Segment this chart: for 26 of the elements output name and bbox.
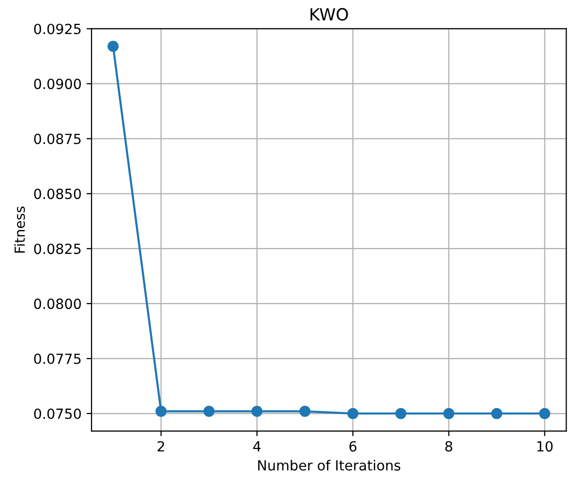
point [108, 40, 119, 52]
point [299, 406, 310, 417]
point [203, 406, 215, 417]
x-tick-label: 10 [537, 441, 553, 452]
point [395, 408, 406, 420]
y-tick-label: 0.0900 [34, 78, 81, 90]
y-tick-label: 0.0800 [34, 298, 81, 310]
point [539, 408, 550, 420]
x-tick-label: 4 [253, 441, 261, 452]
y-tick-label: 0.0750 [34, 408, 81, 419]
y-tick-label: 0.0825 [34, 244, 81, 254]
point [251, 406, 263, 417]
point [156, 406, 167, 417]
y-tick-label: 0.0775 [34, 354, 81, 364]
x-tick-label: 8 [445, 441, 452, 452]
x-tick-label: 2 [158, 441, 164, 452]
point [443, 408, 454, 420]
x-tick-label: 6 [349, 441, 356, 452]
y-tick-label: 0.0925 [34, 24, 81, 34]
x-axis-title: Number of Iterations [258, 460, 400, 471]
chart-title: KWO [310, 8, 348, 21]
point [347, 408, 358, 420]
y-tick-label: 0.0850 [34, 188, 81, 200]
point [491, 408, 502, 420]
y-axis-title: Fitness [14, 206, 25, 253]
y-tick-label: 0.0875 [34, 134, 81, 144]
